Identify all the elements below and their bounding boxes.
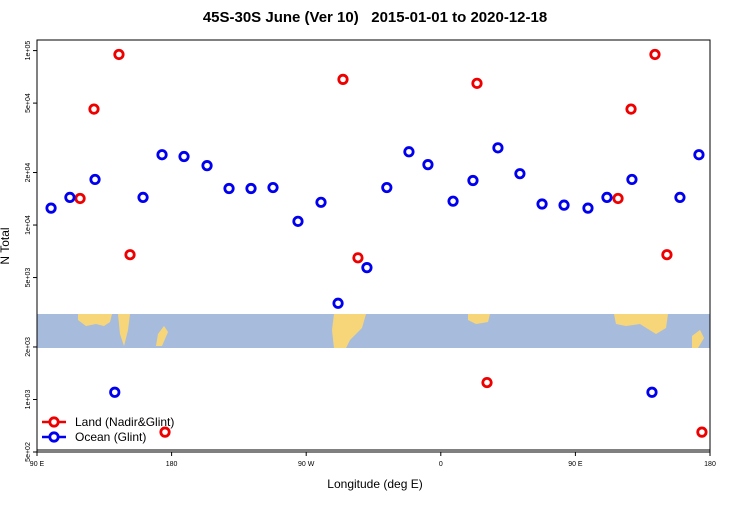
point <box>582 202 594 214</box>
x-tick-label: 90 E <box>568 461 583 468</box>
point <box>471 77 483 89</box>
map-strip <box>37 314 710 348</box>
x-tick-label: 180 <box>704 461 716 468</box>
x-axis-title: Longitude (deg E) <box>327 477 422 491</box>
point <box>201 160 213 172</box>
y-tick-label: 5e+03 <box>25 268 32 288</box>
point <box>352 252 364 264</box>
point <box>109 386 121 398</box>
point <box>481 376 493 389</box>
point <box>332 297 344 309</box>
point <box>361 262 373 274</box>
y-tick-label: 1e+03 <box>25 390 32 410</box>
point <box>74 192 86 205</box>
plot-frame <box>36 39 711 453</box>
point <box>674 191 686 204</box>
point <box>45 202 57 214</box>
chart-title: 45S-30S June (Ver 10) 2015-01-01 to 2020… <box>203 9 547 26</box>
point <box>292 215 304 227</box>
legend-marker <box>48 416 60 428</box>
point <box>661 249 673 261</box>
point <box>178 150 190 163</box>
point <box>64 191 76 204</box>
x-tick-label: 90 W <box>298 461 315 468</box>
point <box>467 174 479 187</box>
point <box>113 48 125 61</box>
y-tick-label: 2e+03 <box>25 337 32 357</box>
point <box>156 149 168 161</box>
x-tick-label: 180 <box>166 461 178 468</box>
point <box>601 191 613 204</box>
point <box>159 426 171 438</box>
series <box>45 142 705 398</box>
point <box>626 173 638 186</box>
point <box>696 426 708 438</box>
y-tick-label: 5e+02 <box>25 442 32 462</box>
point <box>422 159 434 171</box>
x-tick-label: 0 <box>439 461 443 468</box>
point <box>646 386 658 398</box>
point <box>381 181 393 194</box>
point <box>245 182 257 195</box>
legend-label: Ocean (Glint) <box>75 430 146 444</box>
point <box>693 149 705 161</box>
point <box>612 192 624 205</box>
point <box>492 142 504 154</box>
y-tick-label: 1e+04 <box>25 215 32 235</box>
point <box>89 173 101 186</box>
point <box>223 182 235 195</box>
point <box>447 195 459 207</box>
point <box>403 146 415 158</box>
point <box>124 249 136 261</box>
x-tick-label: 90 E <box>30 461 45 468</box>
y-axis-title: N Total <box>0 227 12 264</box>
y-tick-label: 1e+05 <box>25 41 32 61</box>
point <box>514 168 526 180</box>
point <box>315 196 327 208</box>
point <box>337 73 349 85</box>
legend-label: Land (Nadir&Glint) <box>75 415 174 429</box>
legend: Land (Nadir&Glint)Ocean (Glint) <box>42 415 174 444</box>
point <box>536 198 548 210</box>
y-tick-label: 5e+04 <box>25 93 32 113</box>
point <box>649 48 661 61</box>
point <box>267 181 279 194</box>
point <box>88 103 100 115</box>
point <box>558 199 570 211</box>
series <box>74 48 708 438</box>
y-tick-label: 2e+04 <box>25 163 32 183</box>
point <box>137 191 149 204</box>
legend-marker <box>48 431 60 443</box>
point <box>625 103 637 115</box>
